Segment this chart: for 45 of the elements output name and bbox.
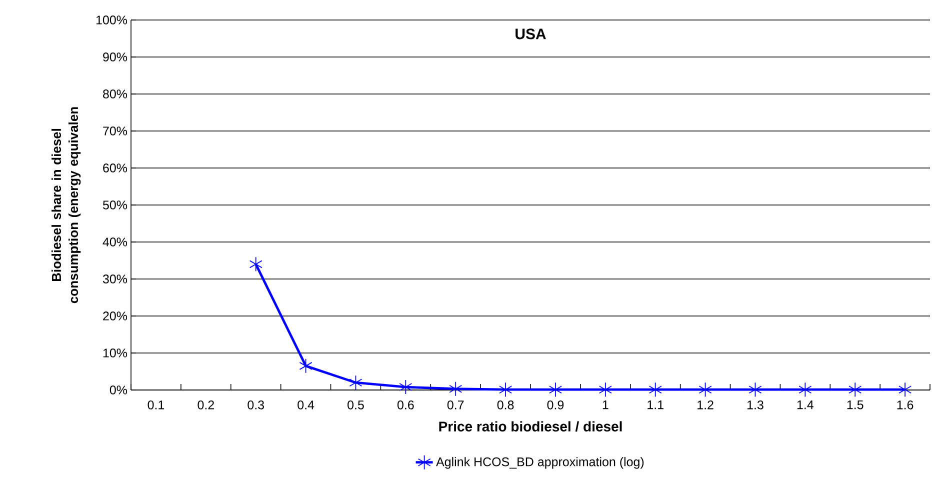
x-tick-label: 0.5 bbox=[348, 400, 364, 410]
x-tick-label: 0.4 bbox=[298, 400, 314, 410]
y-tick-label: 0% bbox=[110, 386, 128, 394]
x-tick-label: 0.3 bbox=[248, 400, 264, 410]
x-axis-title: Price ratio biodiesel / diesel bbox=[439, 421, 622, 432]
x-tick-label: 1.3 bbox=[747, 400, 764, 410]
x-tick-label: 1 bbox=[602, 400, 608, 410]
point bbox=[349, 375, 362, 390]
y-tick-label: 80% bbox=[103, 90, 128, 98]
x-tick-label: 1.6 bbox=[897, 400, 914, 410]
point bbox=[598, 382, 612, 398]
y-tick-label: 10% bbox=[103, 348, 128, 358]
point bbox=[648, 382, 662, 398]
point bbox=[798, 382, 812, 398]
x-tick-label: 0.8 bbox=[497, 400, 514, 410]
x-tick-label: 0.9 bbox=[547, 400, 564, 410]
x-tick-label: 0.7 bbox=[447, 400, 464, 410]
x-tick-label: 0.1 bbox=[148, 400, 164, 410]
point bbox=[548, 382, 562, 398]
chart-title: USA bbox=[516, 28, 546, 40]
y-tick-label: 100% bbox=[96, 16, 128, 24]
point bbox=[698, 382, 712, 398]
y-tick-label: 50% bbox=[102, 200, 128, 210]
y-tick-label: 20% bbox=[103, 312, 128, 320]
point bbox=[898, 382, 912, 398]
y-tick-label: 30% bbox=[102, 274, 128, 284]
legend-label: Aglink HCOS_BD approximation (log) bbox=[436, 457, 644, 469]
y-tick-label: 60% bbox=[103, 164, 128, 172]
x-tick-label: 0.2 bbox=[198, 400, 214, 410]
point bbox=[748, 382, 762, 398]
y-tick-label: 70% bbox=[103, 126, 128, 136]
point bbox=[399, 380, 412, 394]
x-tick-label: 1.2 bbox=[698, 400, 714, 410]
x-tick-label: 1.4 bbox=[797, 400, 814, 410]
point bbox=[848, 382, 862, 398]
point bbox=[449, 381, 462, 396]
point bbox=[249, 256, 262, 272]
x-tick-label: 1.5 bbox=[847, 400, 864, 410]
point bbox=[299, 358, 312, 374]
y-tick-label: 40% bbox=[102, 238, 128, 246]
x-tick-label: 0.6 bbox=[397, 400, 414, 410]
y-axis-title: Biodiesel share in diesel consumption (energy equivalen bbox=[52, 107, 81, 304]
y-tick-label: 90% bbox=[103, 52, 128, 62]
point bbox=[499, 382, 512, 398]
x-tick-label: 1.1 bbox=[648, 400, 664, 410]
